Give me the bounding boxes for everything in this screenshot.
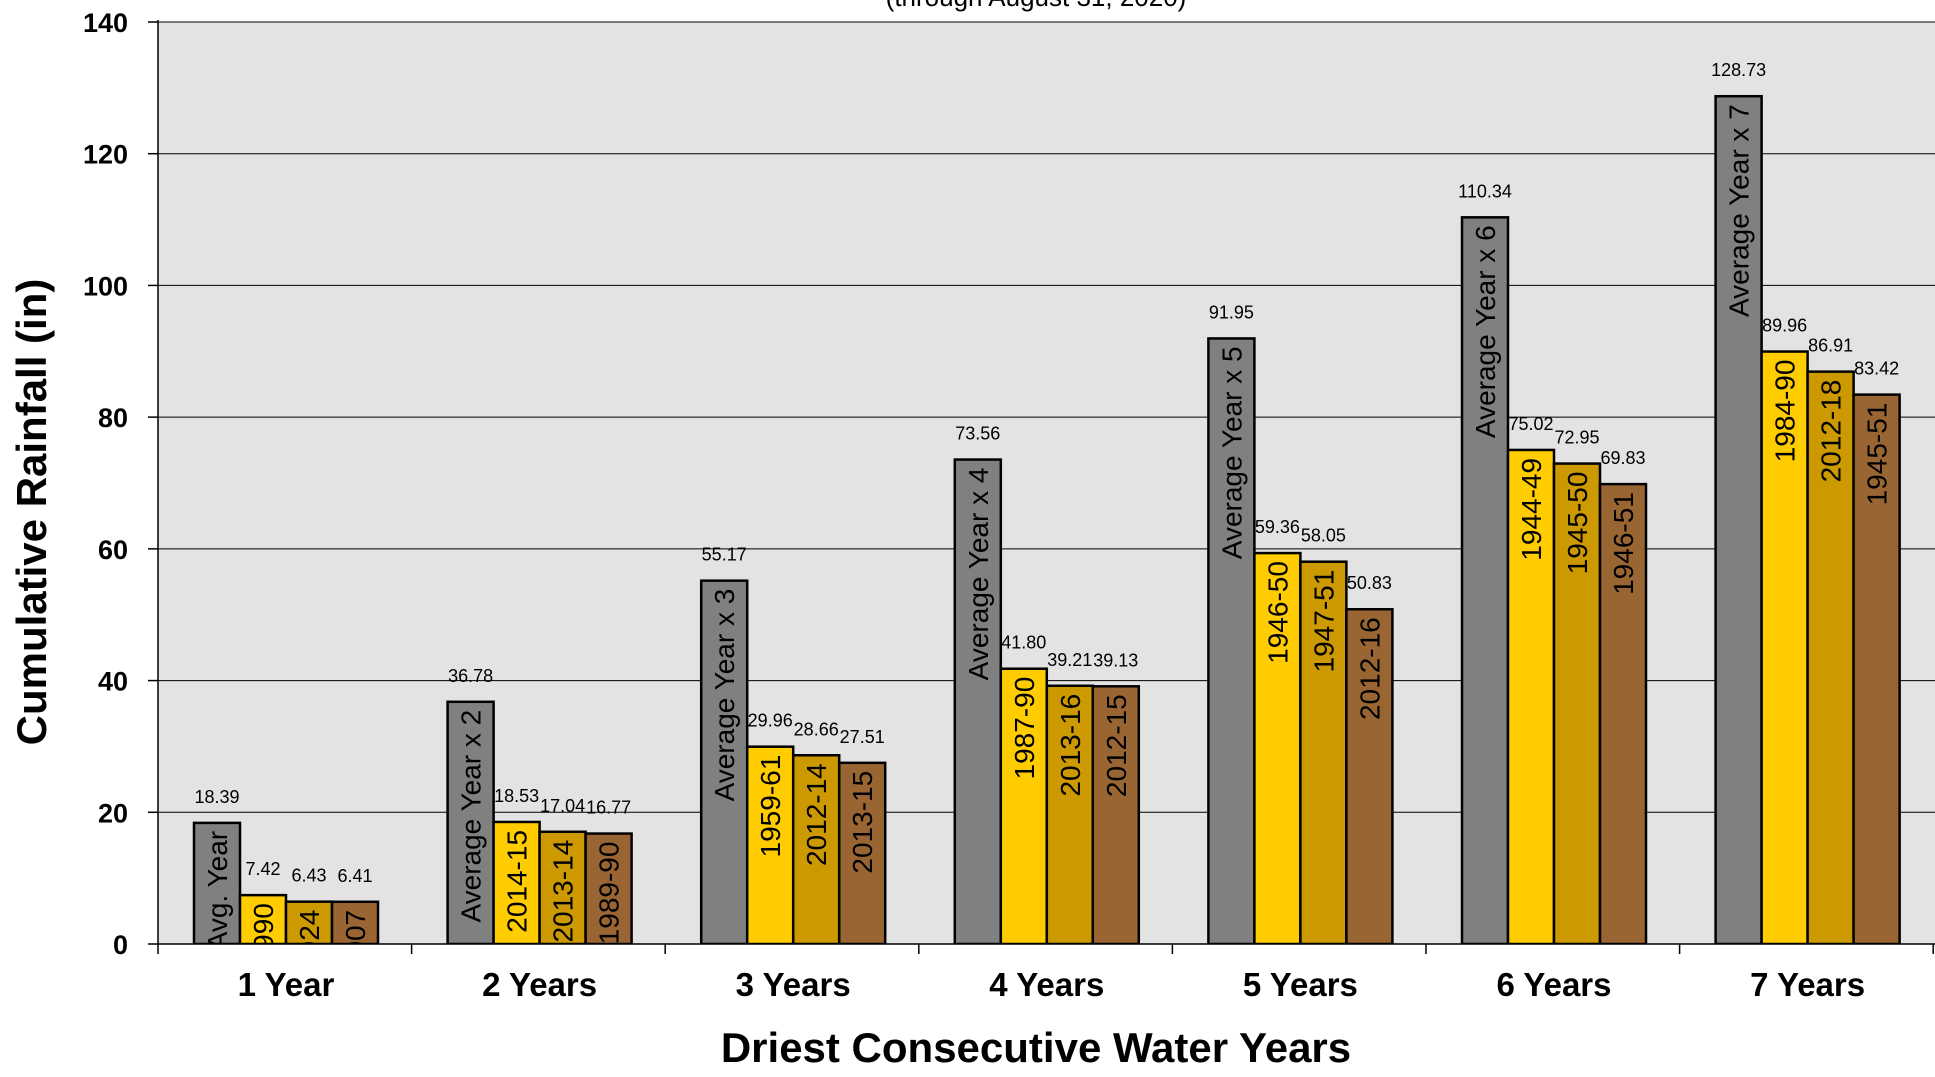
bar-series3-6-years xyxy=(1552,462,1602,944)
bar-series1-5-years xyxy=(1207,337,1256,944)
x-tick-label: 6 Years xyxy=(1496,966,1611,1003)
bar-series3-4-years xyxy=(1045,684,1095,944)
bar-series1-6-years xyxy=(1460,216,1510,944)
x-tick-label: 1 Year xyxy=(238,966,335,1003)
data-value-label: 36.78 xyxy=(448,666,493,686)
bar-text-label: 1945-50 xyxy=(1562,472,1593,575)
data-value-label: 18.39 xyxy=(194,787,239,807)
bar-text-label: Average Year x 2 xyxy=(456,710,487,923)
bar-series1-7-years xyxy=(1714,94,1763,944)
bar-series4-7-years xyxy=(1852,393,1901,944)
data-value-label: 89.96 xyxy=(1762,316,1807,336)
bar-text-label: 1924 xyxy=(294,910,325,972)
bar-text-label: Average Year x 4 xyxy=(963,468,994,681)
bar-text-label: 2007 xyxy=(340,910,371,972)
y-axis-title: Cumulative Rainfall (in) xyxy=(8,279,55,746)
bar-series4-3-years xyxy=(837,761,887,944)
data-value-label: 29.96 xyxy=(748,711,793,731)
bar-text-label: 2013-14 xyxy=(548,840,579,943)
bar-series2-5-years xyxy=(1253,551,1302,944)
data-value-label: 6.41 xyxy=(337,866,372,886)
data-value-label: 27.51 xyxy=(840,727,885,747)
bar-series4-2-years xyxy=(584,832,633,944)
bar-text-label: 2012-14 xyxy=(801,763,832,866)
y-tick-label: 0 xyxy=(113,930,128,960)
data-labels-layer: 18.39 36.78 55.17 73.56 91.95 110.34 128.73 7.4… xyxy=(194,60,1899,886)
data-value-label: 39.13 xyxy=(1093,650,1138,670)
y-tick-label: 20 xyxy=(98,798,128,828)
bar-series2-3-years xyxy=(745,745,795,944)
data-value-label: 73.56 xyxy=(955,424,1000,444)
x-tick-label: 5 Years xyxy=(1243,966,1358,1003)
bar-series2-6-years xyxy=(1506,448,1556,944)
y-tick-label: 140 xyxy=(83,8,128,38)
bar-text-label: 1944-49 xyxy=(1516,458,1547,561)
bar-text-label: 1947-51 xyxy=(1308,570,1339,673)
data-value-label: 72.95 xyxy=(1554,428,1599,448)
bar-series2-7-years xyxy=(1760,350,1809,944)
bar-text-label: 1946-51 xyxy=(1608,492,1639,595)
x-tick-label: 7 Years xyxy=(1750,966,1865,1003)
bar-series1-1-year xyxy=(192,821,242,944)
bar-text-label: 2012-15 xyxy=(1101,694,1132,797)
bars-layer: Avg. Year Average Year x 2 Average Year x … xyxy=(192,94,1901,972)
bar-series4-5-years xyxy=(1345,607,1394,944)
bar-text-label: 2013-16 xyxy=(1055,694,1086,797)
bar-series4-6-years xyxy=(1598,482,1648,944)
bar-text-label: 1987-90 xyxy=(1009,677,1040,780)
bar-text-label: 1946-50 xyxy=(1262,561,1293,664)
y-tick-label: 80 xyxy=(98,403,128,433)
data-value-label: 28.66 xyxy=(794,719,839,739)
bar-series2-4-years xyxy=(999,667,1049,944)
data-value-label: 83.42 xyxy=(1854,359,1899,379)
data-value-label: 69.83 xyxy=(1600,448,1645,468)
bar-text-label: 1959-61 xyxy=(755,755,786,858)
y-tick-label: 120 xyxy=(83,140,128,170)
data-value-label: 17.04 xyxy=(540,796,585,816)
data-value-label: 50.83 xyxy=(1347,573,1392,593)
bar-text-label: 2012-18 xyxy=(1816,380,1847,483)
data-value-label: 39.21 xyxy=(1047,650,1092,670)
bar-series2-2-years xyxy=(492,820,541,944)
data-value-label: 58.05 xyxy=(1301,526,1346,546)
bar-series3-7-years xyxy=(1806,370,1855,944)
data-value-label: 41.80 xyxy=(1001,633,1046,653)
data-value-label: 75.02 xyxy=(1508,414,1553,434)
data-value-label: 16.77 xyxy=(586,798,631,818)
bar-text-label: 1989-90 xyxy=(594,842,625,945)
y-tick-label: 60 xyxy=(98,535,128,565)
bar-text-label: Average Year x 7 xyxy=(1724,104,1755,317)
bar-text-label: Average Year x 6 xyxy=(1470,225,1501,438)
x-tick-label: 3 Years xyxy=(736,966,851,1003)
bar-text-label: 1984-90 xyxy=(1770,360,1801,463)
bar-text-label: Average Year x 3 xyxy=(709,589,740,802)
y-tick-label: 100 xyxy=(83,271,128,301)
bar-text-label: 1945-51 xyxy=(1862,403,1893,506)
bar-text-label: 1990 xyxy=(248,903,279,965)
bar-series4-4-years xyxy=(1091,685,1141,944)
x-tick-label: 2 Years xyxy=(482,966,597,1003)
bar-text-label: 2014-15 xyxy=(502,830,533,933)
bar-text-label: Average Year x 5 xyxy=(1216,346,1247,559)
data-value-label: 59.36 xyxy=(1255,517,1300,537)
bar-text-label: 2013-15 xyxy=(847,771,878,874)
data-value-label: 55.17 xyxy=(702,545,747,565)
data-value-label: 6.43 xyxy=(291,866,326,886)
data-value-label: 128.73 xyxy=(1711,60,1766,80)
bar-text-label: Avg. Year xyxy=(202,831,233,950)
data-value-label: 7.42 xyxy=(245,859,280,879)
bar-series4-1-year xyxy=(330,900,380,944)
x-tick-label: 4 Years xyxy=(989,966,1104,1003)
y-tick-label: 40 xyxy=(98,667,128,697)
bar-text-label: 2012-16 xyxy=(1354,617,1385,720)
data-value-label: 110.34 xyxy=(1458,181,1512,201)
data-value-label: 18.53 xyxy=(494,786,539,806)
axes-layer: 0 20 40 60 80 100 120 140 1 Year 2 Years 3 Years 4 … xyxy=(83,8,1935,1003)
bar-series1-3-years xyxy=(699,579,749,944)
x-axis-title: Driest Consecutive Water Years xyxy=(721,1024,1351,1071)
data-value-label: 91.95 xyxy=(1209,302,1254,322)
data-value-label: 86.91 xyxy=(1808,336,1853,356)
